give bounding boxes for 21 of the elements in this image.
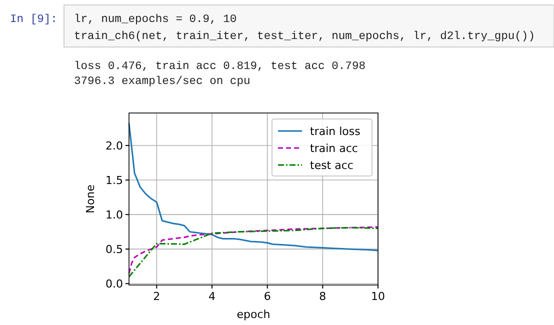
text: 3796.3 examples/sec on cpu — [74, 75, 250, 88]
legend-label: train loss — [310, 125, 361, 138]
x-tick-label: 2 — [153, 290, 160, 303]
line-series — [128, 122, 379, 252]
y-tick-label: 2.0 — [106, 139, 123, 152]
text: In [9]: — [10, 13, 58, 26]
legend-label: test acc — [310, 159, 354, 172]
y-axis-title: None — [84, 184, 97, 214]
text: lr, num_epochs = 0.9, 10 — [74, 13, 237, 26]
y-tick-label: 1.5 — [106, 174, 123, 188]
text: loss 0.476, train acc 0.819, test acc 0.798 — [74, 60, 366, 73]
y-tick-label: 1.0 — [106, 208, 123, 222]
x-tick-label: 6 — [264, 290, 271, 303]
x-axis-title: epoch — [236, 308, 270, 321]
x-tick-label: 4 — [208, 290, 216, 303]
text: train_ch6(net, train_iter, test_iter, num_epochs, lr, d2l.try_gpu()) — [74, 30, 535, 43]
x-tick-label: 8 — [319, 290, 326, 303]
legend-label: train acc — [310, 142, 358, 155]
y-tick-label: 0.0 — [106, 278, 123, 291]
x-tick-label: 10 — [371, 290, 385, 303]
y-tick-label: 0.5 — [106, 243, 123, 256]
